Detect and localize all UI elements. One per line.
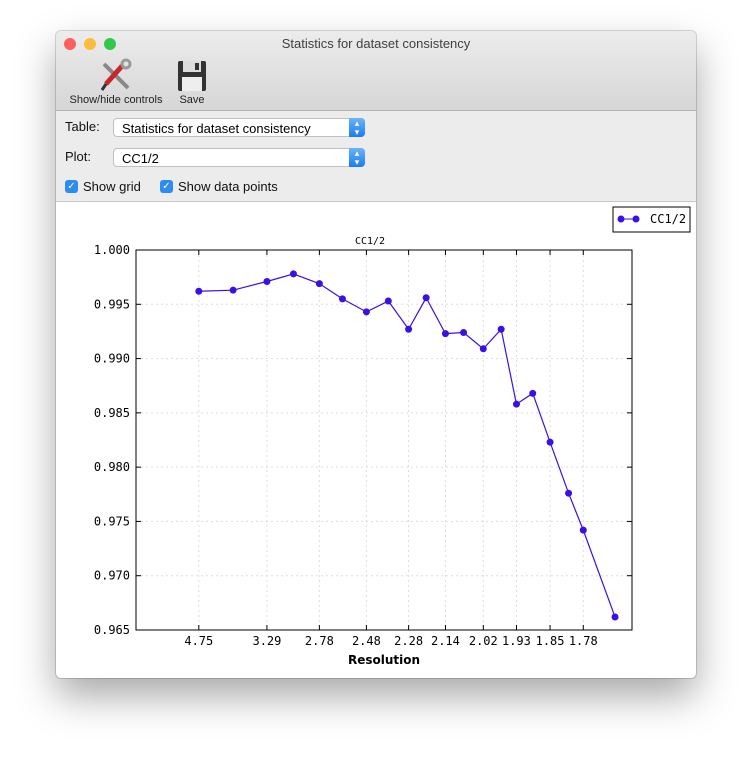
app-window: Statistics for dataset consistency Show/… — [56, 31, 696, 678]
series-line — [198, 273, 616, 618]
x-axis-label: Resolution — [348, 653, 420, 667]
plot-frame — [135, 249, 633, 631]
data-point — [263, 277, 271, 285]
checkmark-icon: ✓ — [160, 180, 173, 193]
show-data-points-label: Show data points — [178, 179, 278, 194]
data-point — [479, 345, 487, 353]
x-tick-label: 1.78 — [569, 634, 598, 648]
window-title: Statistics for dataset consistency — [281, 36, 471, 51]
data-point — [565, 489, 573, 497]
x-tick-label: 3.29 — [252, 634, 281, 648]
plot-select-value: CC1/2 — [122, 151, 159, 166]
data-point — [195, 287, 203, 295]
zoom-button[interactable] — [104, 38, 116, 50]
data-point — [384, 297, 392, 305]
legend-marker — [617, 215, 625, 223]
x-tick-label: 2.48 — [352, 634, 381, 648]
data-point — [579, 526, 587, 534]
y-tick-label: 0.980 — [94, 460, 130, 474]
y-tick-label: 0.965 — [94, 623, 130, 637]
plot-select[interactable]: CC1/2 ▴ ▾ — [113, 148, 365, 167]
close-button[interactable] — [64, 38, 76, 50]
y-tick-label: 0.995 — [94, 297, 130, 311]
floppy-disk-icon — [178, 61, 206, 91]
x-tick-label: 2.28 — [394, 634, 423, 648]
data-point — [338, 295, 346, 303]
controls-panel: Table: Statistics for dataset consistenc… — [56, 111, 696, 202]
x-tick-label: 2.14 — [431, 634, 460, 648]
show-grid-checkbox[interactable]: ✓ Show grid — [65, 179, 141, 194]
y-tick-label: 0.970 — [94, 569, 130, 583]
data-point — [546, 438, 554, 446]
legend: CC1/2 — [612, 206, 691, 233]
minimize-button[interactable] — [84, 38, 96, 50]
chevron-updown-icon: ▴ ▾ — [349, 148, 365, 167]
show-hide-controls-button[interactable]: Show/hide controls — [64, 58, 168, 106]
show-hide-controls-label: Show/hide controls — [69, 94, 163, 106]
table-select-value: Statistics for dataset consistency — [122, 121, 311, 136]
data-point — [441, 330, 449, 338]
checkmark-icon: ✓ — [65, 180, 78, 193]
y-tick-label: 0.990 — [94, 352, 130, 366]
x-tick-label: 2.02 — [469, 634, 498, 648]
x-tick-label: 1.93 — [502, 634, 531, 648]
save-button[interactable]: Save — [174, 58, 210, 106]
data-point — [422, 294, 430, 302]
y-tick-label: 1.000 — [94, 243, 130, 257]
x-tick-label: 1.85 — [536, 634, 565, 648]
table-select[interactable]: Statistics for dataset consistency ▴ ▾ — [113, 118, 365, 137]
show-data-points-checkbox[interactable]: ✓ Show data points — [160, 179, 278, 194]
data-point — [497, 325, 505, 333]
data-point — [405, 325, 413, 333]
table-label: Table: — [65, 119, 100, 134]
chevron-updown-icon: ▴ ▾ — [349, 118, 365, 137]
x-tick-label: 2.78 — [305, 634, 334, 648]
x-tick-label: 4.75 — [184, 634, 213, 648]
data-point — [315, 280, 323, 288]
data-point — [611, 613, 619, 621]
data-point — [289, 270, 297, 278]
data-point — [512, 400, 520, 408]
data-point — [529, 389, 537, 397]
legend-label: CC1/2 — [650, 212, 686, 226]
data-point — [229, 286, 237, 294]
title-toolbar: Statistics for dataset consistency Show/… — [56, 31, 696, 111]
data-point — [362, 308, 370, 316]
y-tick-label: 0.985 — [94, 406, 130, 420]
save-label: Save — [179, 94, 205, 106]
legend-marker — [632, 215, 640, 223]
tools-icon — [100, 58, 132, 91]
plot-label: Plot: — [65, 149, 92, 164]
chart-title: CC1/2 — [355, 236, 385, 247]
y-tick-label: 0.975 — [94, 514, 130, 528]
chart: CC1/2 CC1/2 0.965 0.970 0.975 0.980 0.985 0.9… — [94, 206, 691, 667]
data-point — [460, 329, 468, 337]
show-grid-label: Show grid — [83, 179, 141, 194]
